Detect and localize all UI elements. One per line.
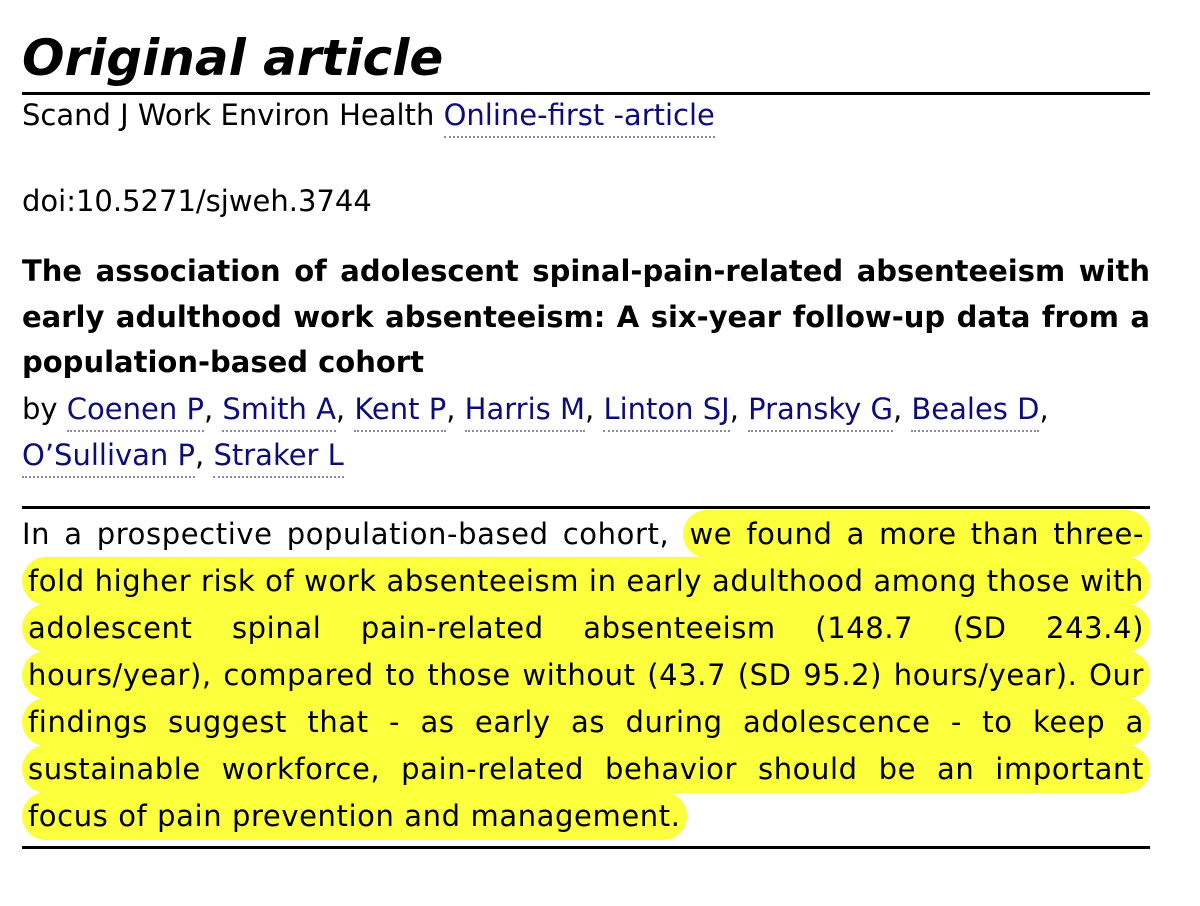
- abstract-summary: In a prospective population-based cohort…: [22, 509, 1151, 840]
- author-link[interactable]: Coenen P: [66, 391, 204, 432]
- section-heading: Original article: [22, 29, 444, 87]
- abstract-bottom-divider: [22, 845, 1150, 849]
- online-first-link[interactable]: Online-first -article: [443, 98, 715, 138]
- author-link[interactable]: Beales D: [911, 391, 1040, 432]
- author-link[interactable]: Linton SJ: [603, 391, 730, 432]
- abstract-top-divider: [22, 505, 1150, 509]
- byline-prefix: by: [22, 391, 58, 426]
- journal-line: Scand J Work Environ Health Online-first…: [22, 95, 1150, 143]
- doi: doi:10.5271/sjweh.3744: [22, 184, 372, 218]
- article-page: Original article Scand J Work Environ He…: [22, 0, 1151, 849]
- author-list: by Coenen P, Smith A, Kent P, Harris M, …: [22, 386, 1150, 478]
- abstract-highlighted-text: we found a more than three-fold higher r…: [22, 509, 1151, 840]
- abstract-plain-text: In a prospective population-based cohort…: [22, 516, 684, 551]
- author-link[interactable]: Kent P: [354, 391, 447, 432]
- author-link[interactable]: Pransky G: [748, 391, 893, 432]
- top-divider: [22, 92, 1150, 95]
- article-title: The association of adolescent spinal-pai…: [22, 254, 1150, 379]
- author-link[interactable]: Smith A: [222, 391, 336, 432]
- author-link[interactable]: O’Sullivan P: [22, 437, 196, 478]
- author-link[interactable]: Straker L: [213, 437, 344, 478]
- journal-name: Scand J Work Environ Health: [22, 98, 435, 132]
- author-link[interactable]: Harris M: [464, 391, 585, 432]
